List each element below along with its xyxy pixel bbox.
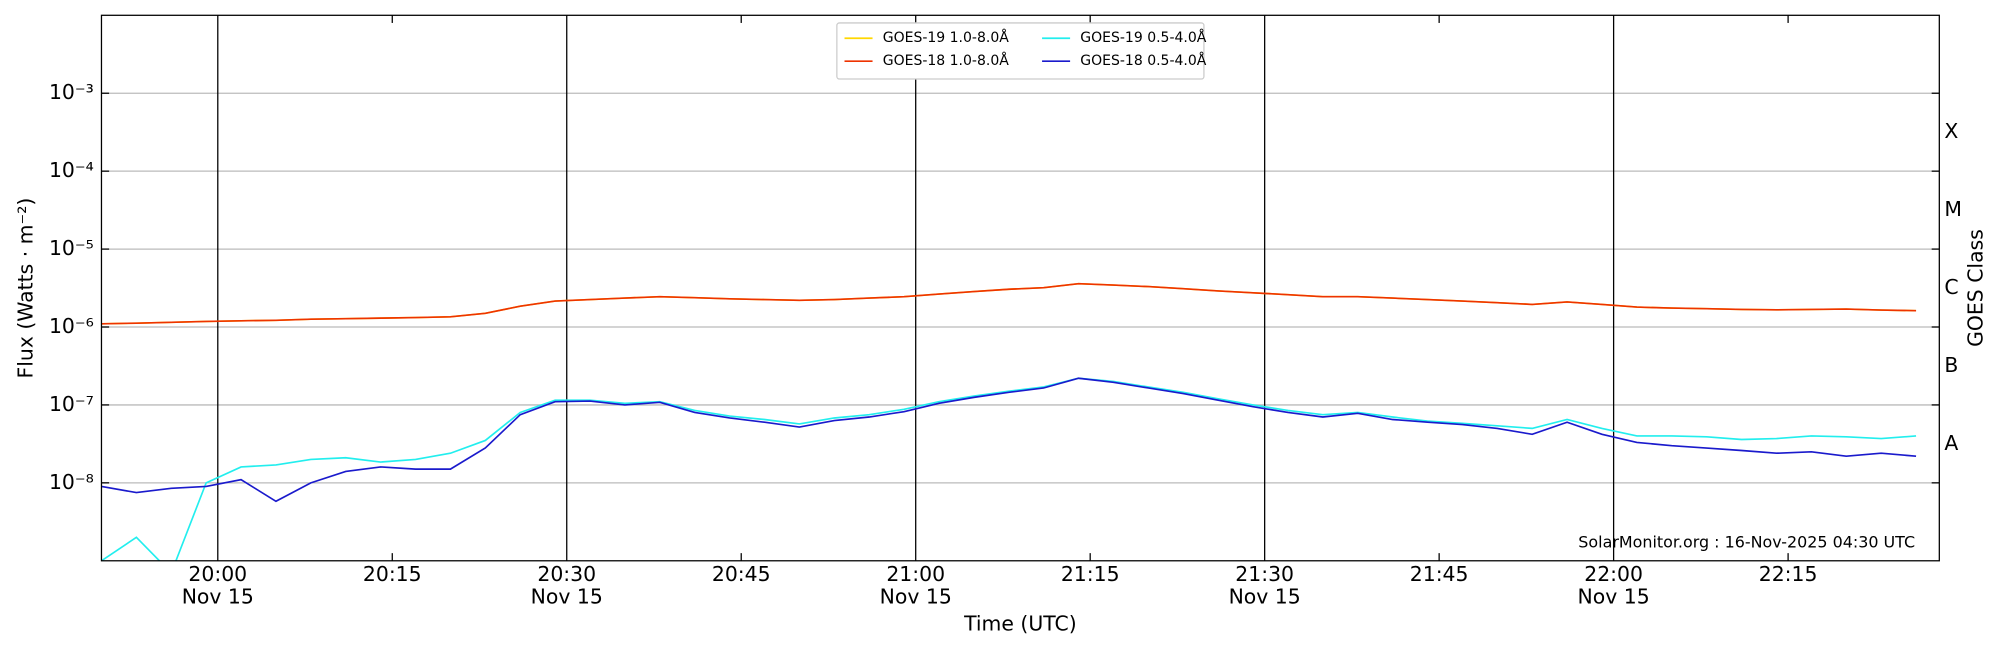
annotation: SolarMonitor.org : 16-Nov-2025 04:30 UTC xyxy=(1578,532,1915,551)
plot-frame xyxy=(100,14,1940,562)
y-tick-label: 10⁻⁵ xyxy=(49,236,94,260)
x-tick-label: 20:15 xyxy=(363,562,422,586)
x-tick-label: 20:30 xyxy=(537,562,596,586)
x-tick-label: Nov 15 xyxy=(880,585,952,609)
y2-tick-label: C xyxy=(1944,275,1958,299)
x-tick-label: Nov 15 xyxy=(1229,585,1301,609)
series-line xyxy=(101,377,1917,561)
y2-tick-label: X xyxy=(1944,119,1958,143)
x-tick-label: Nov 15 xyxy=(1578,585,1650,609)
series-line xyxy=(101,377,1917,503)
y-axis-label: Flux (Watts · m⁻²) xyxy=(13,198,37,379)
y2-axis-label: GOES Class xyxy=(1963,229,1987,347)
x-tick-label: Nov 15 xyxy=(531,585,603,609)
legend-label: GOES-18 0.5-4.0Å xyxy=(1080,52,1206,69)
x-tick-label: 21:15 xyxy=(1061,562,1120,586)
y2-tick-label: A xyxy=(1944,431,1958,455)
y-tick-label: 10⁻⁶ xyxy=(49,314,94,338)
legend-box xyxy=(836,22,1205,80)
x-tick-label: 20:45 xyxy=(712,562,771,586)
y-tick-label: 10⁻⁷ xyxy=(49,392,94,416)
legend-label: GOES-19 1.0-8.0Å xyxy=(883,29,1009,46)
x-tick-label: Nov 15 xyxy=(182,585,254,609)
x-tick-label: 22:15 xyxy=(1759,562,1818,586)
legend-label: GOES-18 1.0-8.0Å xyxy=(883,52,1009,69)
x-tick-label: 22:00 xyxy=(1584,562,1643,586)
y2-tick-label: M xyxy=(1944,197,1962,221)
grid xyxy=(101,15,1940,561)
x-tick-label: 20:00 xyxy=(188,562,247,586)
y-tick-label: 10⁻⁴ xyxy=(49,158,94,182)
y-tick-label: 10⁻³ xyxy=(49,80,94,104)
x-tick-label: 21:30 xyxy=(1235,562,1294,586)
series-line xyxy=(101,282,1917,325)
x-tick-label: 21:45 xyxy=(1410,562,1469,586)
y-tick-label: 10⁻⁸ xyxy=(49,470,94,494)
legend-label: GOES-19 0.5-4.0Å xyxy=(1080,29,1206,46)
x-axis-label: Time (UTC) xyxy=(963,612,1077,636)
x-tick-label: 21:00 xyxy=(886,562,945,586)
y2-tick-label: B xyxy=(1944,353,1958,377)
plot-lines xyxy=(101,282,1917,561)
